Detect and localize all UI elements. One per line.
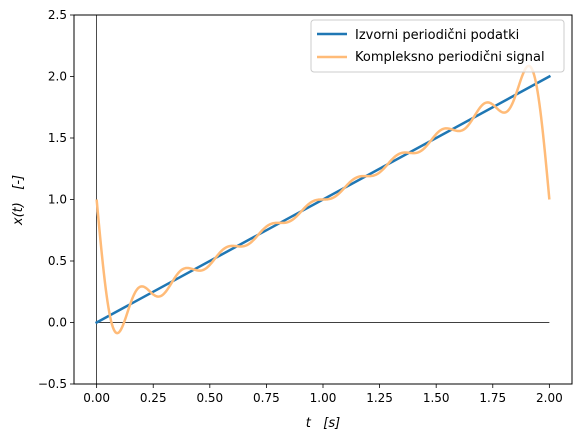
- y-tick-label: 0.0: [48, 316, 67, 330]
- legend-frame: [310, 19, 565, 73]
- legend-label-series-0: Izvorni periodični podatki: [355, 28, 519, 43]
- legend-label-series-1: Kompleksno periodični signal: [355, 50, 545, 65]
- x-tick-label: 0.00: [83, 391, 110, 405]
- legend: Izvorni periodični podatki Kompleksno pe…: [310, 19, 565, 73]
- y-tick-label: 1.5: [48, 131, 67, 145]
- x-axis-label: t [s]: [306, 416, 340, 431]
- y-tick-label: −0.5: [38, 377, 67, 391]
- y-axis-label: x(t) [-]: [11, 175, 26, 226]
- y-tick-label: 2.5: [48, 8, 67, 22]
- x-tick-label: 1.75: [479, 391, 506, 405]
- axes-layer: 0.00 0.25 0.50 0.75 1.00 1.25 1.50 1.75 2.00 −0.5…: [38, 8, 573, 405]
- x-tick-label: 0.75: [253, 391, 280, 405]
- x-tick-label: 0.50: [196, 391, 223, 405]
- x-tick-label: 2.00: [536, 391, 563, 405]
- x-tick-label: 0.25: [140, 391, 167, 405]
- x-tick-label: 1.50: [423, 391, 450, 405]
- y-tick-label: 0.5: [48, 254, 67, 268]
- plot-area: [94, 15, 552, 384]
- y-tick-label: 1.0: [48, 193, 67, 207]
- x-tick-label: 1.25: [366, 391, 393, 405]
- x-tick-label: 1.00: [310, 391, 337, 405]
- series-kompleksno-line: [95, 64, 551, 335]
- y-tick-label: 2.0: [48, 70, 67, 84]
